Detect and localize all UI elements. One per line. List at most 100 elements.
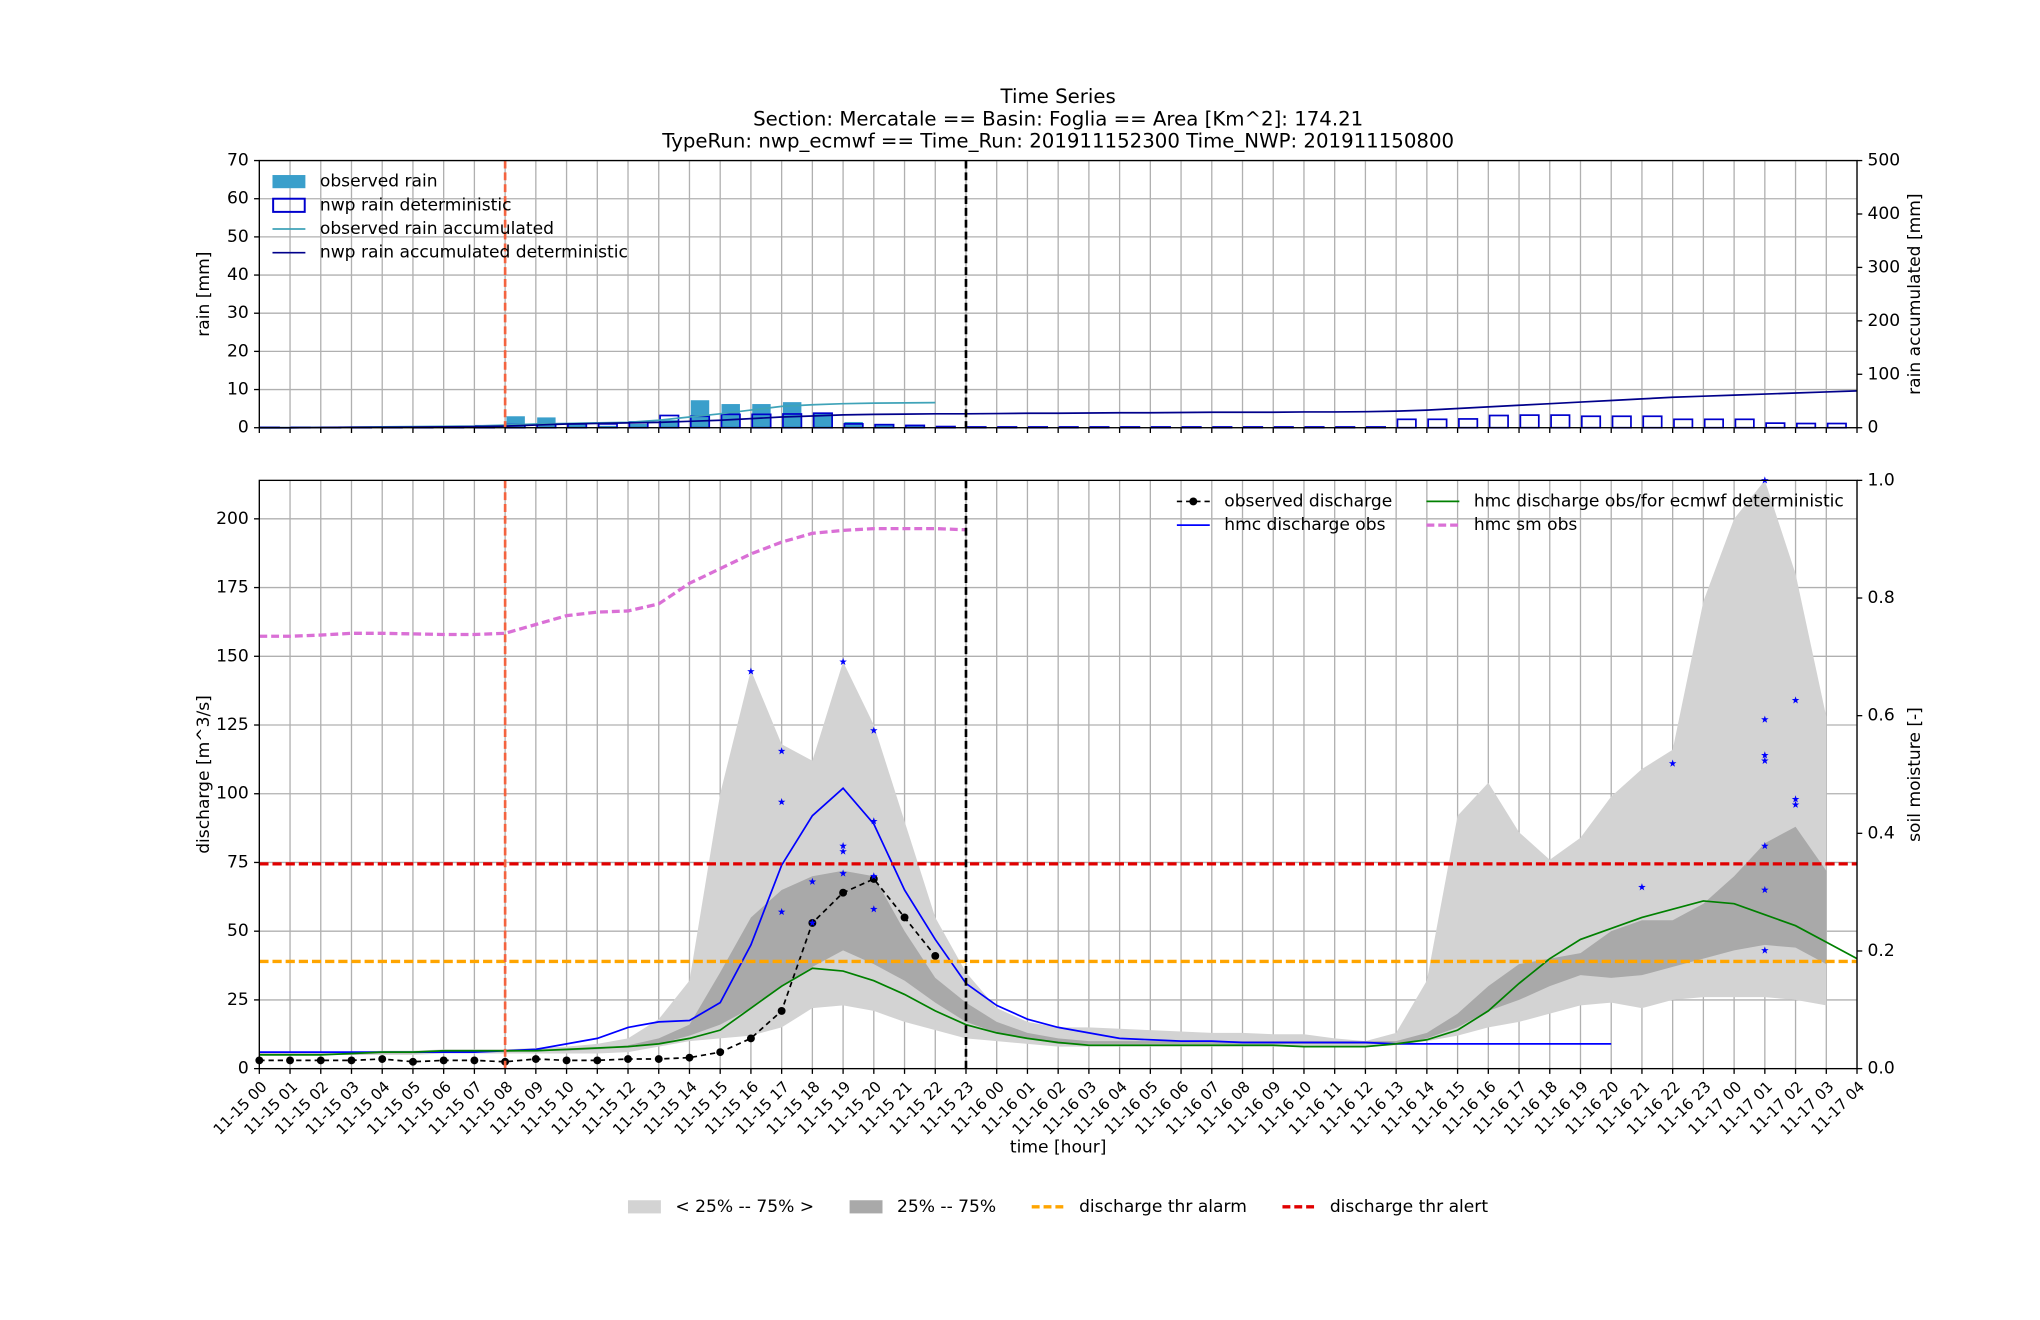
bar xyxy=(1611,415,1632,429)
data-point xyxy=(931,951,940,960)
ensemble-point xyxy=(1791,800,1800,808)
y2-tick-label: 0.2 xyxy=(1868,941,1895,961)
series-line xyxy=(259,877,936,1063)
ensemble-point xyxy=(870,817,878,825)
legend-label: hmc discharge obs xyxy=(1224,515,1385,535)
y2-tick-label: 500 xyxy=(1868,151,1901,171)
data-point xyxy=(470,1056,479,1065)
y-tick-label: 10 xyxy=(227,380,249,400)
y-tick-label: 50 xyxy=(227,227,249,247)
legend-label: discharge thr alarm xyxy=(1079,1197,1247,1217)
bar xyxy=(782,402,802,428)
bar xyxy=(567,423,587,428)
ensemble-point xyxy=(747,667,755,675)
ensemble-point xyxy=(1761,886,1769,894)
bar xyxy=(598,425,618,428)
legend: observed rain nwp rain deterministic obser… xyxy=(272,172,628,263)
data-point xyxy=(286,1056,294,1065)
legend-label: < 25% -- 75% > xyxy=(675,1197,814,1217)
ensemble-point xyxy=(870,726,878,734)
y-tick-label: 60 xyxy=(227,189,249,209)
ensemble-point xyxy=(1761,946,1769,954)
quantile-band xyxy=(259,480,1827,1055)
data-point xyxy=(746,1034,755,1043)
chart-subtitle: TypeRun: nwp_ecmwf == Time_Run: 20191115… xyxy=(661,130,1454,153)
y-tick-label: 25 xyxy=(227,990,249,1010)
legend-label: hmc discharge obs/for ecmwf deterministi… xyxy=(1474,491,1844,511)
bar xyxy=(1458,418,1479,429)
y-tick-label: 75 xyxy=(227,852,249,872)
ensemble-point xyxy=(870,905,878,913)
plot-frame xyxy=(258,479,1858,1070)
legend-label: nwp rain deterministic xyxy=(320,195,512,215)
legend-swatch xyxy=(627,1200,661,1214)
data-point xyxy=(624,1055,632,1063)
ensemble-point xyxy=(1668,759,1677,767)
legend-label: observed rain xyxy=(320,172,438,192)
ensemble-point xyxy=(839,847,847,855)
y2-tick-label: 1.0 xyxy=(1868,470,1895,490)
y2-tick-label: 0.8 xyxy=(1868,588,1895,608)
legend-swatch xyxy=(272,175,306,189)
series-line xyxy=(259,526,967,638)
ensemble-point xyxy=(1761,751,1769,759)
y-tick-label: 200 xyxy=(216,509,249,529)
ensemble-point xyxy=(1791,696,1800,704)
ensemble-point xyxy=(1638,883,1646,891)
bar xyxy=(1550,414,1571,429)
bar xyxy=(905,425,925,428)
data-point xyxy=(562,1056,571,1065)
ensemble-point xyxy=(808,877,817,885)
y-tick-label: 70 xyxy=(227,151,249,171)
y-tick-label: 125 xyxy=(216,715,249,735)
bar xyxy=(1580,415,1602,429)
bar xyxy=(721,404,740,428)
y2-tick-label: 0.0 xyxy=(1868,1059,1895,1079)
data-point xyxy=(839,888,848,897)
legend-label: discharge thr alert xyxy=(1330,1197,1489,1217)
data-point xyxy=(439,1056,448,1065)
series-line xyxy=(259,787,1612,1053)
y2-tick-label: 400 xyxy=(1868,204,1901,224)
bar xyxy=(1427,418,1448,429)
legend-label: 25% -- 75% xyxy=(897,1197,996,1217)
y-tick-label: 40 xyxy=(227,265,249,285)
legend: observed discharge hmc discharge obs hmc d… xyxy=(1176,491,1844,535)
chart-subtitle: Section: Mercatale == Basin: Foglia == A… xyxy=(753,107,1363,130)
plot-frame xyxy=(258,159,1858,429)
data-point xyxy=(531,1055,540,1063)
bar xyxy=(629,423,648,428)
data-point xyxy=(654,1055,663,1063)
ensemble-point xyxy=(1761,715,1769,723)
bar xyxy=(660,420,679,428)
ensemble-point xyxy=(808,918,817,927)
ensemble-point xyxy=(839,657,847,665)
bar xyxy=(537,417,556,428)
data-point xyxy=(777,1006,786,1015)
data-point xyxy=(593,1056,602,1065)
y2-tick-label: 200 xyxy=(1868,311,1901,331)
y-axis-label: rain [mm] xyxy=(194,252,214,337)
ensemble-point xyxy=(777,798,786,806)
bar xyxy=(1734,418,1755,429)
bar xyxy=(690,400,710,428)
y-tick-label: 0 xyxy=(238,418,249,438)
bar xyxy=(1703,418,1724,429)
y-tick-label: 100 xyxy=(216,784,249,804)
data-point xyxy=(347,1056,356,1065)
legend-label: observed discharge xyxy=(1224,491,1392,511)
ensemble-point xyxy=(777,747,786,755)
y-tick-label: 30 xyxy=(227,303,249,323)
y-axis-label: discharge [m^3/s] xyxy=(194,695,214,854)
data-point xyxy=(869,875,878,883)
y2-tick-label: 100 xyxy=(1868,364,1901,384)
bar xyxy=(1396,418,1417,429)
data-point xyxy=(408,1057,417,1066)
data-point xyxy=(685,1053,694,1062)
ensemble-point xyxy=(839,842,847,850)
legend-swatch xyxy=(1189,497,1198,506)
y2-tick-label: 0 xyxy=(1868,418,1879,438)
x-axis-label: time [hour] xyxy=(1010,1138,1107,1158)
series-line xyxy=(259,900,1858,1056)
